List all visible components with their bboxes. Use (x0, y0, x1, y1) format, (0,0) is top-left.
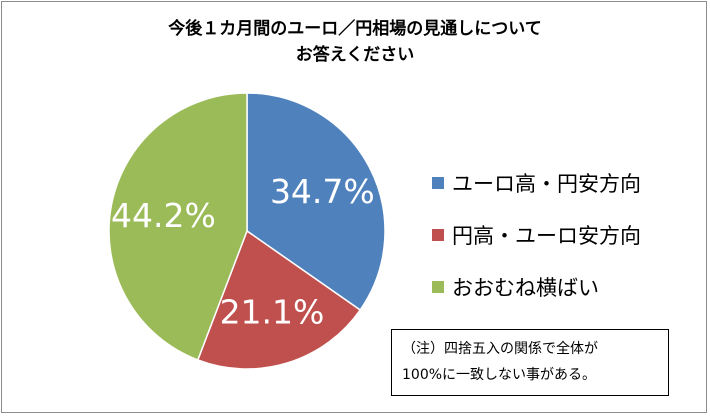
pie-label-yen-up: 21.1% (220, 293, 325, 332)
pie-slice-euro-up (246, 92, 386, 312)
chart-title-line-2: お答えください (295, 45, 415, 65)
legend-swatch-euro-up (432, 177, 444, 189)
rounding-note-line-1: （注）四捨五入の関係で全体が (402, 341, 598, 357)
legend-label-flat: おおむね横ばい (452, 276, 599, 300)
legend-item-euro-up: ユーロ高・円安方向 (432, 157, 641, 209)
chart-title-line-1: 今後１カ月間のユーロ／円相場の見通しについて (168, 19, 542, 39)
legend-swatch-flat (432, 281, 444, 293)
chart-title: 今後１カ月間のユーロ／円相場の見通しについて お答えください (2, 16, 708, 68)
pie-slice-yen-up (196, 229, 362, 370)
pie-label-euro-up: 34.7% (270, 172, 375, 211)
legend-item-flat: おおむね横ばい (432, 261, 641, 313)
rounding-note-line-2: 100%に一致しない事がある。 (402, 367, 597, 383)
legend-label-euro-up: ユーロ高・円安方向 (452, 172, 641, 196)
legend-label-yen-up: 円高・ユーロ安方向 (452, 224, 641, 248)
pie-label-flat: 44.2% (111, 196, 216, 235)
legend-swatch-yen-up (432, 229, 444, 241)
legend: ユーロ高・円安方向 円高・ユーロ安方向 おおむね横ばい (432, 157, 641, 313)
pie-slice-flat (108, 92, 248, 361)
legend-item-yen-up: 円高・ユーロ安方向 (432, 209, 641, 261)
rounding-note: （注）四捨五入の関係で全体が 100%に一致しない事がある。 (391, 329, 669, 396)
